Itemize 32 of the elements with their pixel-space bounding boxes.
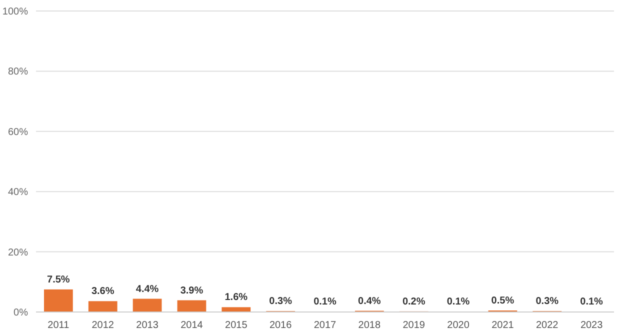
x-tick-label: 2011	[48, 320, 70, 331]
data-label: 3.9%	[180, 285, 204, 296]
data-label: 0.1%	[446, 296, 470, 308]
x-tick-label: 2013	[136, 320, 159, 331]
y-tick-label: 20%	[8, 247, 28, 258]
y-tick-label: 100%	[2, 6, 28, 18]
x-tick-label: 2023	[580, 320, 604, 331]
data-label: 0.4%	[358, 296, 381, 307]
x-tick-label: 2015	[225, 320, 248, 331]
x-tick-label: 2016	[269, 320, 292, 331]
data-label: 0.3%	[269, 296, 292, 308]
x-tick-label: 2012	[92, 320, 114, 331]
data-label: 3.6%	[91, 286, 114, 298]
x-tick-label: 2019	[402, 320, 426, 331]
data-label: 0.1%	[314, 296, 337, 308]
data-label: 4.4%	[136, 284, 159, 295]
data-label: 0.2%	[402, 296, 426, 308]
y-tick-label: 80%	[8, 66, 28, 78]
data-label: 0.3%	[536, 296, 559, 308]
x-tick-label: 2022	[536, 320, 559, 331]
y-tick-label: 40%	[8, 187, 28, 198]
x-tick-label: 2020	[447, 320, 470, 331]
data-label: 1.6%	[224, 292, 248, 304]
y-tick-label: 0%	[14, 308, 28, 318]
x-tick-label: 2018	[358, 320, 381, 331]
x-tick-label: 2017	[314, 320, 337, 331]
y-tick-label: 60%	[8, 126, 28, 138]
x-tick-label: 2014	[180, 320, 204, 331]
x-tick-label: 2021	[492, 320, 514, 331]
data-label: 0.5%	[491, 295, 514, 306]
data-label: 0.1%	[580, 296, 604, 308]
data-label: 7.5%	[47, 274, 70, 286]
